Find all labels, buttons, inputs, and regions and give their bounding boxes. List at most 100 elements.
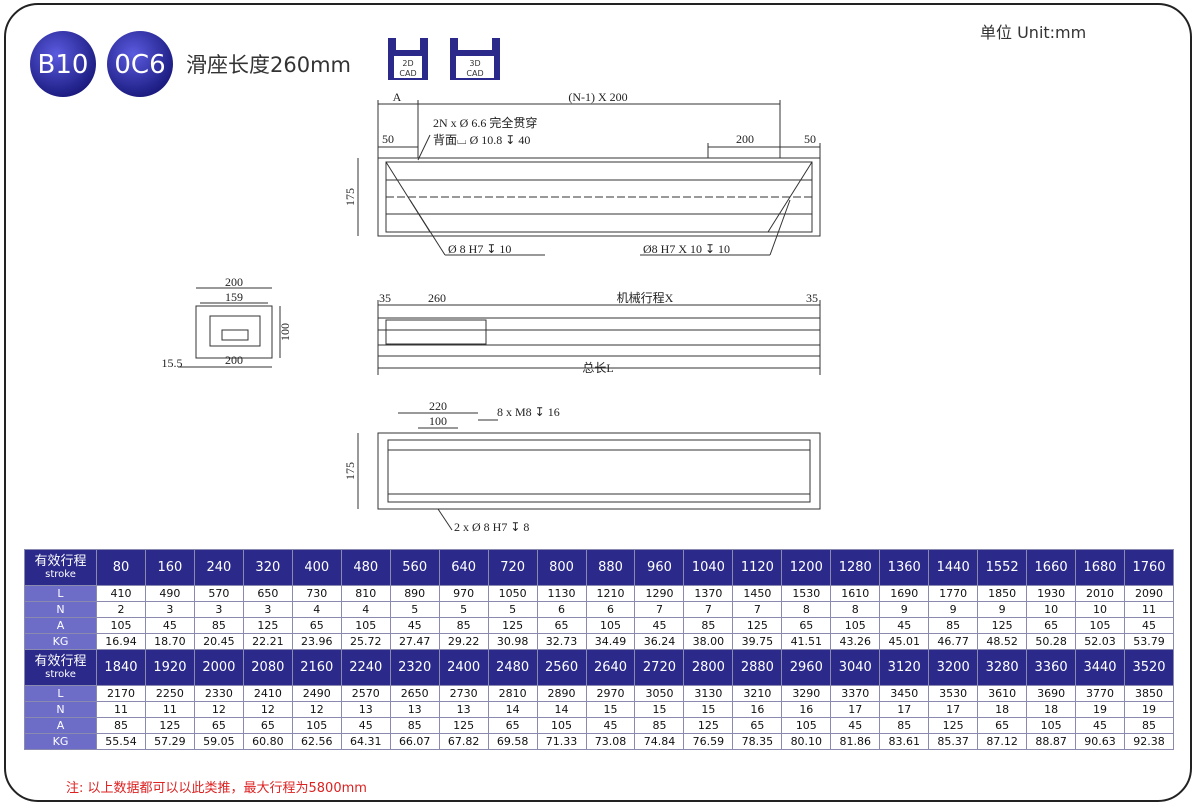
- value-cell: 3610: [977, 685, 1028, 702]
- value-cell: 36.24: [634, 633, 685, 650]
- stroke-cell: 3520: [1124, 649, 1174, 686]
- value-cell: 16: [732, 701, 783, 718]
- stroke-cell: 2240: [340, 649, 391, 686]
- bottom-view: 220 100 8 x M8 ↧ 16 175 2 x Ø 8 H7 ↧ 8: [343, 399, 821, 534]
- value-cell: 64.31: [340, 733, 391, 750]
- value-cell: 62.56: [291, 733, 342, 750]
- value-cell: 125: [928, 717, 979, 734]
- value-cell: 14: [487, 701, 538, 718]
- value-cell: 2890: [536, 685, 587, 702]
- value-cell: 90.63: [1075, 733, 1126, 750]
- value-cell: 76.59: [683, 733, 734, 750]
- value-cell: 105: [96, 617, 146, 634]
- value-cell: 7: [732, 601, 783, 618]
- value-cell: 105: [1026, 717, 1077, 734]
- row-label: KG: [24, 733, 97, 750]
- value-cell: 9: [928, 601, 979, 618]
- value-cell: 9: [977, 601, 1028, 618]
- badge: [30, 31, 96, 97]
- value-cell: 1290: [634, 585, 685, 602]
- dim-label: 175: [343, 462, 357, 480]
- value-cell: 87.12: [977, 733, 1028, 750]
- dim-label: 200: [736, 132, 754, 146]
- value-cell: 810: [340, 585, 391, 602]
- value-cell: 41.51: [781, 633, 832, 650]
- stroke-cell: 2480: [487, 649, 538, 686]
- stroke-cell: 3280: [977, 649, 1028, 686]
- value-cell: 3850: [1124, 685, 1174, 702]
- value-cell: 15: [634, 701, 685, 718]
- value-cell: 15: [585, 701, 636, 718]
- dim-label: 200: [225, 353, 243, 367]
- value-cell: 2650: [389, 685, 440, 702]
- stroke-cell: 880: [585, 549, 636, 586]
- end-view: 200 159 100 15.5 200: [162, 275, 293, 370]
- stroke-cell: 1280: [830, 549, 881, 586]
- stroke-cell: 2000: [193, 649, 244, 686]
- value-cell: 15: [683, 701, 734, 718]
- cad-button[interactable]: 3D CAD: [450, 38, 500, 80]
- value-cell: 85: [634, 717, 685, 734]
- value-cell: 3290: [781, 685, 832, 702]
- dim-label: 2N x Ø 6.6 完全贯穿: [433, 115, 537, 130]
- value-cell: 3530: [928, 685, 979, 702]
- value-cell: 16: [781, 701, 832, 718]
- value-cell: 17: [879, 701, 930, 718]
- stroke-cell: 2880: [732, 649, 783, 686]
- value-cell: 2730: [438, 685, 489, 702]
- value-cell: 3370: [830, 685, 881, 702]
- value-cell: 12: [242, 701, 293, 718]
- value-cell: 17: [830, 701, 881, 718]
- stroke-cell: 480: [340, 549, 391, 586]
- spec-table: 有效行程 stroke 80 160 240 320 400 480 560 640 720 800 8…: [24, 549, 1174, 750]
- stroke-cell: 1120: [732, 549, 783, 586]
- value-cell: 85: [683, 617, 734, 634]
- stroke-cell: 800: [536, 549, 587, 586]
- cad-label: CAD: [466, 69, 483, 78]
- stroke-cell: 2160: [291, 649, 342, 686]
- value-cell: 74.84: [634, 733, 685, 750]
- stroke-cell: 1552: [977, 549, 1028, 586]
- title: 滑座长度260mm: [186, 53, 351, 77]
- value-cell: 45: [340, 717, 391, 734]
- value-cell: 105: [340, 617, 391, 634]
- cad-button[interactable]: 2D CAD: [388, 38, 428, 80]
- dim-label: 8 x M8 ↧ 16: [497, 405, 560, 419]
- value-cell: 1690: [879, 585, 930, 602]
- value-cell: 25.72: [340, 633, 391, 650]
- value-cell: 730: [291, 585, 342, 602]
- value-cell: 5: [389, 601, 440, 618]
- value-cell: 1610: [830, 585, 881, 602]
- value-cell: 6: [585, 601, 636, 618]
- dim-label: 50: [382, 132, 394, 146]
- value-cell: 45: [1124, 617, 1174, 634]
- stroke-cell: 2800: [683, 649, 734, 686]
- value-cell: 1530: [781, 585, 832, 602]
- value-cell: 3: [144, 601, 195, 618]
- value-cell: 8: [830, 601, 881, 618]
- value-cell: 65: [977, 717, 1028, 734]
- value-cell: 23.96: [291, 633, 342, 650]
- value-cell: 55.54: [96, 733, 146, 750]
- stroke-cell: 1660: [1026, 549, 1077, 586]
- stroke-cell: 2320: [389, 649, 440, 686]
- value-cell: 45: [144, 617, 195, 634]
- value-cell: 38.00: [683, 633, 734, 650]
- value-cell: 125: [683, 717, 734, 734]
- value-cell: 45.01: [879, 633, 930, 650]
- data-row: KG 16.94 18.70 20.45 22.21 23.96 25.72 27.47 29.…: [24, 633, 1174, 650]
- value-cell: 3770: [1075, 685, 1126, 702]
- value-cell: 67.82: [438, 733, 489, 750]
- value-cell: 85: [389, 717, 440, 734]
- value-cell: 65: [193, 717, 244, 734]
- value-cell: 2170: [96, 685, 146, 702]
- value-cell: 105: [536, 717, 587, 734]
- stroke-cell: 640: [438, 549, 489, 586]
- value-cell: 890: [389, 585, 440, 602]
- header-label: 有效行程 stroke: [24, 549, 97, 586]
- value-cell: 11: [1124, 601, 1174, 618]
- stroke-cell: 1040: [683, 549, 734, 586]
- stroke-cell: 2400: [438, 649, 489, 686]
- value-cell: 83.61: [879, 733, 930, 750]
